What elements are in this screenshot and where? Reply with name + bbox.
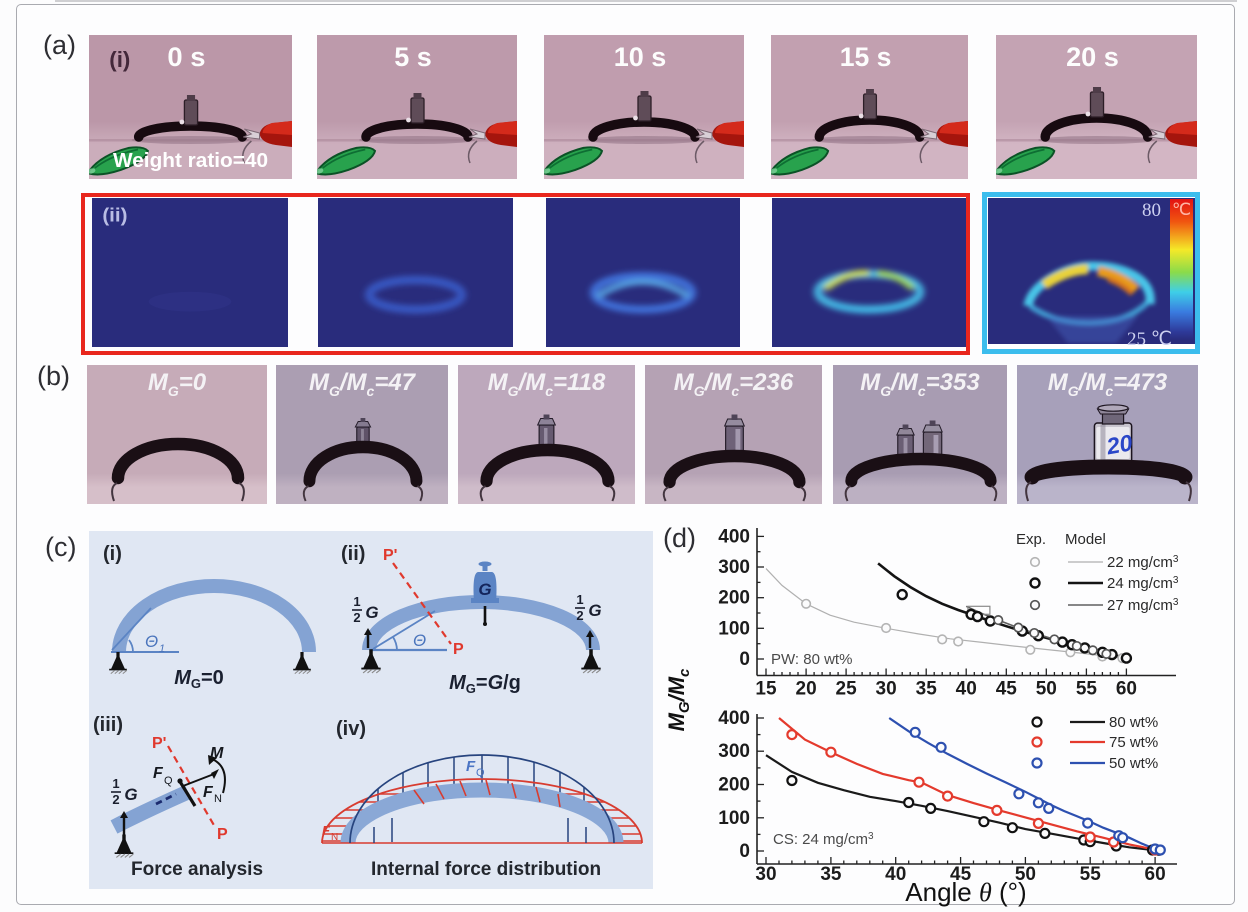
svg-text:0 s: 0 s [167, 41, 205, 72]
svg-text:MG=G/g: MG=G/g [449, 672, 521, 696]
svg-text:PW: 80 wt%: PW: 80 wt% [771, 651, 852, 668]
svg-text:35: 35 [916, 679, 938, 700]
svg-text:Q: Q [164, 775, 173, 787]
svg-text:40: 40 [956, 679, 977, 700]
svg-text:(i): (i) [109, 47, 130, 72]
svg-text:22 mg/cm3: 22 mg/cm3 [1107, 554, 1179, 571]
svg-text:300: 300 [718, 557, 750, 578]
svg-text:100: 100 [718, 808, 750, 829]
svg-text:Weight ratio=40: Weight ratio=40 [113, 149, 268, 172]
svg-text:50: 50 [1015, 864, 1036, 885]
svg-text:Q: Q [476, 767, 485, 779]
svg-text:(iii): (iii) [93, 714, 123, 736]
svg-text:CS: 24 mg/cm3: CS: 24 mg/cm3 [773, 831, 874, 848]
svg-text:55: 55 [1080, 864, 1102, 885]
svg-text:G: G [365, 603, 378, 622]
svg-text:30: 30 [755, 864, 776, 885]
svg-text:F: F [153, 765, 164, 782]
svg-text:25: 25 [836, 679, 858, 700]
svg-text:(ii): (ii) [341, 543, 365, 565]
svg-text:Exp.: Exp. [1016, 531, 1046, 548]
svg-text:MG=0: MG=0 [174, 667, 224, 691]
svg-text:40: 40 [885, 864, 906, 885]
svg-text:(iv): (iv) [336, 718, 366, 740]
svg-text:15: 15 [755, 679, 777, 700]
svg-text:Θ: Θ [413, 631, 426, 650]
svg-text:Θ: Θ [145, 632, 158, 651]
svg-text:45: 45 [996, 679, 1018, 700]
svg-text:50: 50 [1036, 679, 1057, 700]
svg-text:(i): (i) [103, 543, 122, 565]
svg-text:F: F [322, 823, 331, 838]
svg-text:400: 400 [718, 708, 750, 729]
svg-text:45: 45 [950, 864, 972, 885]
svg-text:M: M [210, 745, 224, 762]
svg-text:100: 100 [718, 618, 750, 639]
svg-text:F: F [203, 784, 214, 801]
svg-text:P': P' [383, 547, 397, 564]
svg-text:50 wt%: 50 wt% [1109, 755, 1158, 772]
svg-text:20 s: 20 s [1066, 42, 1119, 72]
svg-text:2: 2 [353, 610, 360, 625]
svg-text:200: 200 [718, 588, 750, 609]
svg-text:55: 55 [1076, 679, 1098, 700]
svg-text:1: 1 [159, 643, 165, 655]
svg-text:G: G [124, 785, 137, 804]
svg-text:75 wt%: 75 wt% [1109, 734, 1158, 751]
svg-text:20: 20 [796, 679, 817, 700]
svg-text:10 s: 10 s [614, 42, 667, 72]
svg-text:N: N [331, 832, 338, 843]
svg-text:300: 300 [718, 741, 750, 762]
svg-text:80 wt%: 80 wt% [1109, 714, 1158, 731]
svg-text:24 mg/cm3: 24 mg/cm3 [1107, 575, 1179, 592]
svg-text:30: 30 [876, 679, 897, 700]
svg-text:P: P [217, 826, 228, 843]
svg-text:P': P' [152, 735, 166, 752]
svg-text:G: G [588, 601, 601, 620]
svg-text:N: N [214, 793, 222, 805]
svg-text:20: 20 [1104, 429, 1135, 459]
svg-text:5 s: 5 s [394, 42, 432, 72]
svg-text:F: F [466, 758, 476, 775]
svg-text:27 mg/cm3: 27 mg/cm3 [1107, 597, 1179, 614]
svg-text:200: 200 [718, 775, 750, 796]
svg-text:Model: Model [1065, 531, 1106, 548]
svg-text:MG/Mc: MG/Mc [664, 668, 693, 731]
svg-text:15 s: 15 s [840, 42, 892, 72]
svg-text:1: 1 [353, 594, 360, 609]
svg-text:60: 60 [1116, 679, 1137, 700]
svg-text:0: 0 [739, 649, 750, 670]
svg-text:2: 2 [112, 792, 119, 807]
svg-text:(ii): (ii) [102, 205, 127, 227]
svg-text:35: 35 [820, 864, 842, 885]
svg-text:60: 60 [1145, 864, 1166, 885]
svg-text:P: P [453, 641, 464, 658]
svg-text:1: 1 [576, 592, 583, 607]
svg-text:1: 1 [112, 776, 119, 791]
svg-text:0: 0 [739, 841, 750, 862]
svg-text:Angle θ (°): Angle θ (°) [905, 877, 1026, 907]
svg-text:2: 2 [576, 608, 583, 623]
svg-text:400: 400 [718, 526, 750, 547]
svg-text:G: G [478, 580, 491, 599]
